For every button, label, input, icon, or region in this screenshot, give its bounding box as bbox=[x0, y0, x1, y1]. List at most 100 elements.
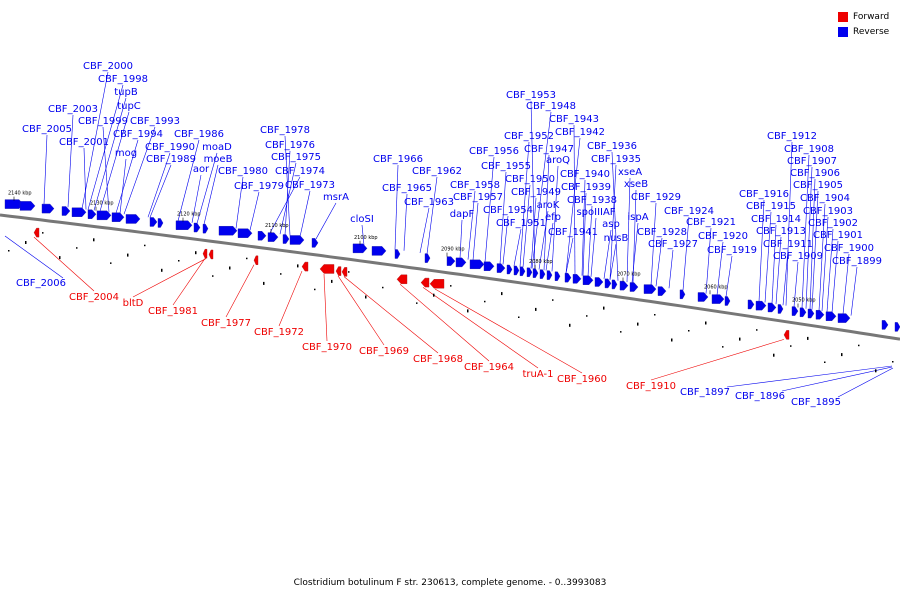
reverse-gene bbox=[371, 246, 387, 256]
reverse-gene-label: dapF bbox=[450, 209, 475, 220]
reverse-gene-label: CBF_1980 bbox=[218, 166, 268, 177]
reverse-leader-line bbox=[785, 141, 793, 306]
reverse-leader-line bbox=[775, 236, 782, 305]
reverse-gene-label: CBF_1949 bbox=[511, 187, 561, 198]
reverse-gene-label: CBF_2006 bbox=[16, 278, 66, 289]
reverse-gene-label: CBF_1904 bbox=[800, 193, 850, 204]
reverse-gene bbox=[643, 284, 657, 294]
reverse-leader-line bbox=[811, 190, 819, 310]
reverse-gene bbox=[267, 232, 279, 242]
orf-marker bbox=[161, 268, 163, 272]
forward-gene-label: CBF_1969 bbox=[359, 346, 409, 357]
orf-marker bbox=[178, 260, 180, 262]
reverse-gene bbox=[513, 265, 520, 276]
forward-gene bbox=[396, 274, 408, 284]
reverse-leader-line bbox=[502, 215, 509, 265]
reverse-leader-line bbox=[764, 211, 772, 303]
orf-marker bbox=[280, 273, 282, 275]
orf-marker bbox=[535, 307, 537, 311]
reverse-leader-line bbox=[484, 156, 495, 262]
forward-gene bbox=[783, 330, 790, 340]
reverse-gene-label: CBF_1986 bbox=[174, 129, 224, 140]
reverse-gene bbox=[193, 222, 201, 233]
reverse-gene-label: CBF_1963 bbox=[404, 197, 454, 208]
reverse-gene-label: CBF_1907 bbox=[787, 156, 837, 167]
reverse-gene-label: CBF_1965 bbox=[382, 183, 432, 194]
reverse-gene bbox=[791, 306, 799, 316]
orf-marker bbox=[348, 271, 350, 273]
orf-marker bbox=[688, 330, 690, 332]
reverse-gene-label: aor bbox=[193, 164, 210, 175]
reverse-gene-label: CBF_1979 bbox=[234, 181, 284, 192]
orf-marker bbox=[110, 262, 112, 264]
reverse-gene bbox=[711, 294, 725, 304]
orf-marker bbox=[297, 264, 299, 268]
forward-gene-label: CBF_1910 bbox=[626, 381, 676, 392]
reverse-gene bbox=[202, 223, 209, 234]
reverse-leader-line bbox=[284, 135, 291, 236]
forward-gene-label: CBF_1960 bbox=[557, 374, 607, 385]
forward-gene-label: CBF_1970 bbox=[302, 342, 352, 353]
reverse-leader-line bbox=[668, 249, 674, 289]
reverse-gene-label: CBF_1952 bbox=[504, 131, 554, 142]
reverse-leader-line bbox=[4, 235, 64, 279]
reverse-gene bbox=[747, 299, 755, 310]
forward-gene-label: CBF_1981 bbox=[148, 306, 198, 317]
reverse-leader-line bbox=[626, 177, 631, 283]
reverse-leader-line bbox=[87, 84, 124, 210]
reverse-gene bbox=[619, 280, 629, 291]
reverse-leader-line bbox=[782, 249, 789, 306]
orf-marker bbox=[246, 257, 248, 260]
reverse-gene-label: CBF_1940 bbox=[560, 169, 610, 180]
reverse-leader-line bbox=[725, 255, 733, 297]
reverse-gene bbox=[815, 310, 825, 320]
reverse-leader-line bbox=[519, 141, 530, 267]
reverse-leader-line bbox=[573, 124, 576, 275]
reverse-gene-label: CBF_1921 bbox=[686, 217, 736, 228]
reverse-gene-label: CBF_1903 bbox=[803, 206, 853, 217]
orf-marker bbox=[739, 337, 741, 341]
reverse-gene-label: CBF_1978 bbox=[260, 125, 310, 136]
forward-gene bbox=[202, 248, 208, 259]
orf-marker bbox=[331, 279, 333, 283]
reverse-gene-label: CBF_1911 bbox=[763, 239, 813, 250]
tick-label: 2100 kbp bbox=[354, 235, 378, 241]
tick-label: 2070 kbp bbox=[617, 272, 641, 278]
reverse-leader-line bbox=[543, 154, 550, 271]
reverse-gene-label: CBF_1896 bbox=[735, 391, 785, 402]
reverse-leader-line bbox=[631, 222, 639, 283]
reverse-gene bbox=[546, 270, 553, 280]
reverse-leader-line bbox=[531, 111, 552, 269]
tick-label: 2080 kbp bbox=[529, 259, 553, 265]
orf-marker bbox=[824, 361, 826, 363]
orf-marker bbox=[705, 321, 707, 325]
orf-marker bbox=[858, 344, 860, 347]
reverse-gene-label: CBF_2005 bbox=[22, 124, 72, 135]
forward-leader-line bbox=[33, 236, 95, 292]
reverse-gene bbox=[352, 243, 368, 254]
reverse-gene bbox=[311, 238, 319, 248]
reverse-leader-line bbox=[805, 166, 813, 309]
reverse-leader-line bbox=[81, 71, 109, 210]
reverse-gene-label: CBF_1914 bbox=[751, 214, 801, 225]
reverse-gene-label: CBF_1966 bbox=[373, 154, 423, 165]
reverse-gene-label: CBF_1916 bbox=[739, 189, 789, 200]
orf-marker bbox=[875, 369, 877, 373]
reverse-gene-label: CBF_1957 bbox=[453, 192, 503, 203]
reverse-gene-label: CBF_1935 bbox=[591, 154, 641, 165]
tick-label: 2110 kbp bbox=[265, 223, 289, 229]
reverse-leader-line bbox=[581, 179, 586, 276]
orf-marker bbox=[586, 315, 588, 317]
legend-forward-label: Forward bbox=[853, 11, 890, 22]
reverse-leader-line bbox=[149, 164, 172, 218]
reverse-gene-label: CBF_1958 bbox=[450, 180, 500, 191]
forward-leader-line bbox=[343, 276, 439, 354]
orf-marker bbox=[433, 293, 435, 297]
reverse-gene-label: ispA bbox=[627, 212, 648, 223]
forward-leader-line bbox=[434, 288, 583, 374]
forward-leader-line bbox=[650, 339, 785, 381]
reverse-gene bbox=[724, 296, 731, 306]
forward-swatch bbox=[838, 11, 848, 22]
reverse-leader-line bbox=[67, 114, 74, 208]
orf-marker bbox=[263, 281, 265, 285]
